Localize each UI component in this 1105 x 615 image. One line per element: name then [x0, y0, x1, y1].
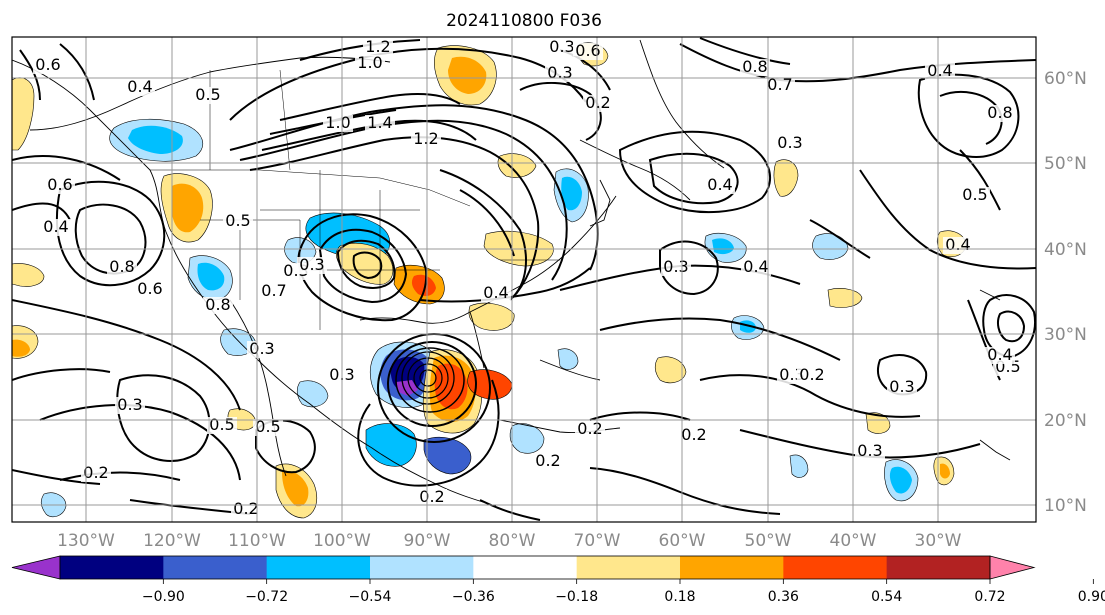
lon-label: 100°W [313, 531, 371, 551]
lon-label: 50°W [745, 531, 792, 551]
contour-label: 0.2 [83, 463, 108, 482]
contour-label: 0.2 [799, 365, 824, 384]
lon-label: 110°W [228, 531, 286, 551]
contour-label: 0.4 [927, 61, 952, 80]
contour-label: 0.7 [261, 281, 286, 300]
contour-label: 0.6 [35, 55, 60, 74]
contour-label: 0.2 [577, 419, 602, 438]
map-border [11, 36, 1037, 523]
lon-label: 120°W [143, 531, 201, 551]
lat-label: 20°N [1044, 411, 1087, 431]
contour-label: 0.3 [857, 441, 882, 460]
lat-label: 60°N [1044, 69, 1087, 89]
contour-label: 1.4 [367, 113, 392, 132]
colorbar-tick-label: −0.90 [142, 589, 185, 605]
contour-label: 0.4 [987, 345, 1012, 364]
contour-label: 0.8 [205, 295, 230, 314]
contour-label: 0.5 [225, 211, 250, 230]
graticule [12, 37, 1036, 522]
colorbar-min-extension [11, 555, 61, 580]
contour-label: 0.4 [483, 283, 508, 302]
contour-label: 0.6 [575, 41, 600, 60]
colorbar-tick-label: −0.36 [452, 589, 495, 605]
lat-axis-labels: 60°N 50°N 40°N 30°N 20°N 10°N [1044, 69, 1087, 516]
contour-label: 0.6 [137, 279, 162, 298]
colorbar: −0.90 −0.72 −0.54 −0.36 −0.18 0.18 0.36 0.54 0.7… [11, 555, 1105, 605]
lon-label: 60°W [659, 531, 706, 551]
colorbar-segment [266, 556, 371, 579]
contour-label: 0.3 [663, 257, 688, 276]
lon-label: 40°W [830, 531, 877, 551]
lat-label: 10°N [1044, 496, 1087, 516]
contour-label: 0.4 [707, 175, 732, 194]
colorbar-segment [783, 556, 888, 579]
colorbar-tick-label: 0.90 [1078, 589, 1105, 605]
colorbar-segment [886, 556, 991, 579]
contour-label: 1.0 [325, 113, 350, 132]
colorbar-segment [576, 556, 681, 579]
colorbar-segment [680, 556, 784, 579]
contour-label: 0.5 [195, 85, 220, 104]
contour-label: 1.0 [357, 53, 382, 72]
contour-label: 0.4 [43, 217, 68, 236]
colorbar-max-extension [989, 555, 1036, 580]
contour-label: 0.7 [767, 75, 792, 94]
contour-label: 0.2 [419, 487, 444, 506]
colorbar-tick-label: −0.72 [245, 589, 288, 605]
lon-label: 30°W [915, 531, 962, 551]
colorbar-segment [370, 556, 474, 579]
map-area: 1.21.00.3 0.80.70.40.60.50.30.40.60.80.50… [12, 37, 1036, 522]
lon-label: 90°W [404, 531, 451, 551]
contour-label: 0.3 [547, 63, 572, 82]
colorbar-tick-label: −0.54 [349, 589, 392, 605]
colorbar-segment [163, 556, 268, 579]
contour-label: 1.2 [365, 37, 390, 56]
contour-label: 0.3 [249, 339, 274, 358]
contour-label: 0.3 [549, 37, 574, 56]
contour-label: 0.8 [742, 57, 767, 76]
contour-label: 0.2 [585, 93, 610, 112]
lat-label: 30°N [1044, 325, 1087, 345]
colorbar-tick-label: −0.18 [555, 589, 598, 605]
contour-label: 0.3 [299, 255, 324, 274]
colorbar-tick-label: 0.72 [974, 589, 1005, 605]
contour-label: 0.3 [889, 377, 914, 396]
colorbar-segment [473, 556, 578, 579]
contour-label: 0.8 [987, 103, 1012, 122]
contour-labels: 1.21.00.3 0.80.70.40.60.50.30.40.60.80.50… [33, 37, 1023, 518]
contour-label: 0.4 [945, 235, 970, 254]
contour-label: 0.2 [681, 425, 706, 444]
contour-label: 0.3 [117, 395, 142, 414]
contour-label: 0.2 [233, 499, 258, 518]
lat-label: 50°N [1044, 154, 1087, 174]
contour-label: 0.2 [535, 451, 560, 470]
contour-label: 0.3 [777, 133, 802, 152]
contour-label: 0.6 [47, 175, 72, 194]
contour-label: 1.2 [413, 129, 438, 148]
lon-axis-labels: 130°W 120°W 110°W 100°W 90°W 80°W 70°W 60°W 50°W… [57, 531, 962, 551]
contour-label: 0.5 [962, 185, 987, 204]
contour-label: 0.4 [127, 77, 152, 96]
colorbar-tick-label: 0.54 [871, 589, 902, 605]
colorbar-tick-label: 0.36 [768, 589, 799, 605]
colorbar-tick-label: 0.18 [664, 589, 695, 605]
contour-label: 0.5 [255, 417, 280, 436]
contour-label: 0.4 [743, 257, 768, 276]
lon-label: 70°W [574, 531, 621, 551]
contour-label: 0.8 [109, 257, 134, 276]
lon-label: 80°W [489, 531, 536, 551]
lon-label: 130°W [57, 531, 115, 551]
colorbar-segment [60, 556, 164, 579]
map-title: 2024110800 F036 [446, 11, 602, 31]
lat-label: 40°N [1044, 240, 1087, 260]
contour-label: 0.5 [209, 415, 234, 434]
